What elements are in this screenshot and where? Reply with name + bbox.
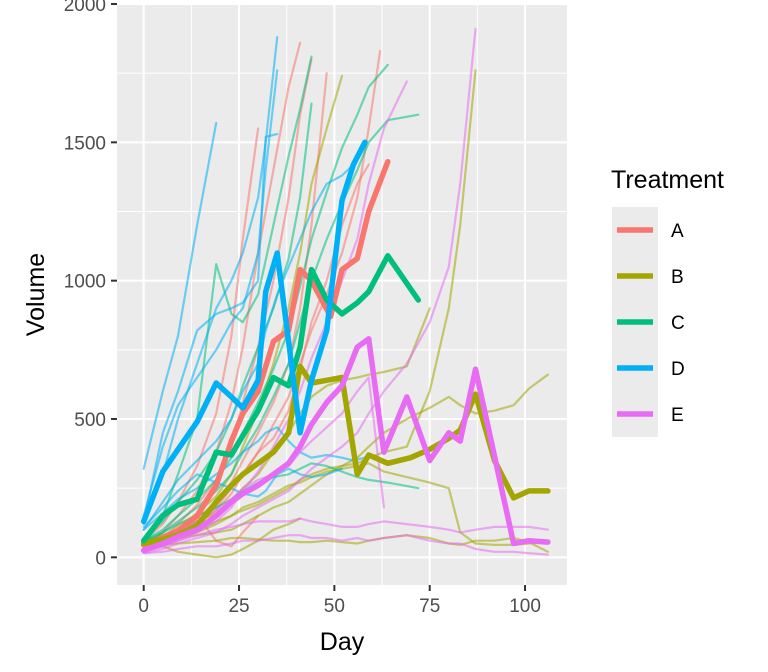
y-axis-title: Volume bbox=[22, 253, 50, 336]
legend-label-b: B bbox=[671, 267, 684, 288]
legend-label-e: E bbox=[671, 405, 684, 426]
individual-line-e bbox=[142, 534, 550, 556]
y-tick-label: 1500 bbox=[64, 133, 106, 154]
individual-line-d bbox=[142, 132, 279, 523]
mean-lines bbox=[140, 139, 551, 554]
individual-line-d bbox=[142, 467, 344, 529]
individual-line-c bbox=[142, 63, 389, 542]
legend-label-a: A bbox=[671, 221, 684, 242]
individual-lines bbox=[142, 27, 550, 559]
x-axis-title: Day bbox=[320, 628, 365, 656]
y-tick-label: 0 bbox=[95, 548, 106, 569]
legend-items: A B C D E bbox=[617, 221, 685, 426]
individual-line-d bbox=[142, 426, 366, 531]
individual-line-e bbox=[142, 517, 550, 552]
legend-label-c: C bbox=[671, 313, 685, 334]
individual-line-e bbox=[142, 27, 477, 555]
individual-line-b bbox=[142, 462, 550, 547]
x-axis: 0 25 50 75 100 bbox=[138, 585, 541, 617]
individual-line-e bbox=[142, 80, 408, 553]
y-tick-label: 1000 bbox=[64, 272, 106, 293]
x-tick-label: 50 bbox=[324, 596, 345, 617]
x-tick-label: 75 bbox=[419, 596, 440, 617]
individual-line-b bbox=[142, 74, 344, 548]
legend-label-d: D bbox=[671, 359, 685, 380]
legend-title: Treatment bbox=[611, 166, 724, 194]
y-tick-label: 500 bbox=[74, 410, 106, 431]
mean-line-c bbox=[140, 253, 422, 544]
legend: Treatment A B C D E bbox=[611, 166, 724, 437]
individual-line-d bbox=[142, 36, 279, 526]
x-tick-label: 0 bbox=[138, 596, 149, 617]
mean-line-d bbox=[140, 139, 368, 525]
y-axis: 0 500 1000 1500 2000 bbox=[64, 0, 117, 569]
mean-line-e bbox=[140, 336, 551, 554]
y-tick-label: 2000 bbox=[64, 0, 106, 16]
x-tick-label: 25 bbox=[228, 596, 249, 617]
mean-line-a bbox=[140, 158, 391, 548]
individual-line-d bbox=[142, 121, 218, 470]
mean-line-b bbox=[140, 363, 551, 547]
individual-line-c bbox=[142, 55, 313, 542]
x-tick-label: 100 bbox=[509, 596, 541, 617]
